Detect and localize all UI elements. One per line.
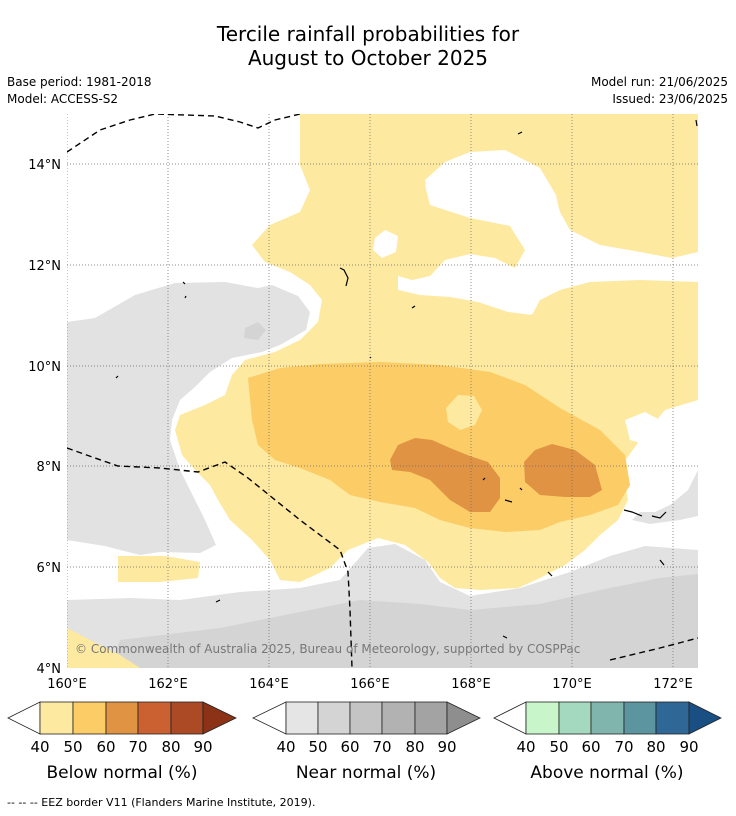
colorbar-below-normal — [7, 701, 237, 735]
eez-border-note: -- -- -- EEZ border V11 (Flanders Marine… — [7, 796, 316, 809]
lon-label-168e: 168°E — [451, 677, 491, 692]
lon-label-162e: 162°E — [148, 677, 188, 692]
colorbar-below-title: Below normal (%) — [47, 763, 198, 783]
below-tick-90: 90 — [193, 738, 212, 756]
graticule — [67, 114, 698, 668]
colorbar-near-swatch-5 — [414, 701, 448, 735]
near-tick-90: 90 — [437, 738, 456, 756]
lat-label-12n: 12°N — [28, 259, 61, 274]
title-line-2: August to October 2025 — [247, 46, 489, 70]
above-tick-80: 80 — [646, 738, 665, 756]
colorbar-below-max-arrow — [202, 701, 237, 735]
colorbar-below-swatch-4 — [137, 701, 172, 735]
colorbar-above-min-arrow — [493, 701, 527, 735]
colorbar-above-swatch-2 — [558, 701, 592, 735]
colorbar-near-title: Near normal (%) — [296, 763, 436, 783]
below-tick-70: 70 — [128, 738, 147, 756]
colorbar-below-ticks: 40 50 60 70 80 90 — [30, 738, 212, 756]
colorbar-below-min-arrow — [7, 701, 41, 735]
model-label: Model: ACCESS-S2 — [7, 92, 119, 106]
lat-label-10n: 10°N — [28, 360, 61, 375]
no-signal-patch-north — [425, 150, 560, 230]
longitude-labels: 160°E 162°E 164°E 166°E 168°E 170°E 172°… — [47, 677, 693, 692]
lat-label-14n: 14°N — [28, 158, 61, 173]
near-tick-50: 50 — [308, 738, 327, 756]
map-area: © Commonwealth of Australia 2025, Bureau… — [67, 114, 698, 668]
above-tick-40: 40 — [516, 738, 535, 756]
colorbar-above-max-arrow — [688, 701, 722, 735]
lon-label-164e: 164°E — [249, 677, 289, 692]
no-signal-patch-east — [625, 412, 665, 446]
colorbar-near-normal — [252, 701, 481, 735]
below-tick-60: 60 — [96, 738, 115, 756]
lat-label-8n: 8°N — [37, 460, 62, 475]
near-tick-70: 70 — [372, 738, 391, 756]
above-tick-50: 50 — [549, 738, 568, 756]
model-run-label: Model run: 21/06/2025 — [590, 75, 728, 89]
issued-label: Issued: 23/06/2025 — [612, 92, 728, 106]
lat-label-4n: 4°N — [37, 662, 62, 677]
lon-label-172e: 172°E — [653, 677, 693, 692]
near-tick-60: 60 — [340, 738, 359, 756]
colorbar-above-normal — [493, 701, 722, 735]
chart-title: Tercile rainfall probabilities for Augus… — [0, 22, 736, 70]
above-tick-90: 90 — [679, 738, 698, 756]
near-normal-50-patch-south — [110, 574, 698, 668]
near-tick-40: 40 — [276, 738, 295, 756]
lon-label-170e: 170°E — [552, 677, 592, 692]
colorbar-below-swatch-2 — [72, 701, 107, 735]
below-normal-50-hole — [446, 395, 482, 430]
colorbar-near-max-arrow — [446, 701, 481, 735]
colorbar-near-swatch-3 — [349, 701, 383, 735]
meta-right: Model run: 21/06/2025 Issued: 23/06/2025 — [591, 74, 728, 108]
near-normal-region-east-lower — [632, 470, 698, 524]
near-normal-50-patch-west — [244, 322, 266, 340]
near-tick-80: 80 — [405, 738, 424, 756]
copyright-text: © Commonwealth of Australia 2025, Bureau… — [75, 642, 580, 656]
colorbar-below-swatch-3 — [105, 701, 139, 735]
colorbar-near-swatch-4 — [381, 701, 416, 735]
colorbar-below-swatch-1 — [39, 701, 74, 735]
above-tick-70: 70 — [614, 738, 633, 756]
near-normal-region-west — [67, 282, 310, 555]
lon-label-166e: 166°E — [350, 677, 390, 692]
colorbar-above-title: Above normal (%) — [530, 763, 683, 783]
below-normal-40-patch-corner — [67, 628, 140, 668]
colorbar-near-swatch-2 — [317, 701, 351, 735]
colorbar-near-min-arrow — [252, 701, 287, 735]
below-normal-40-patch-southwest — [118, 556, 200, 582]
colorbar-above-swatch-5 — [655, 701, 690, 735]
base-period-label: Base period: 1981-2018 — [7, 75, 152, 89]
latitude-labels: 14°N 12°N 10°N 8°N 6°N 4°N — [28, 158, 61, 677]
meta-left: Base period: 1981-2018 Model: ACCESS-S2 — [7, 74, 152, 108]
eez-borders — [67, 114, 698, 668]
above-tick-60: 60 — [581, 738, 600, 756]
colorbar-above-swatch-4 — [623, 701, 657, 735]
no-signal-patch-small — [373, 230, 398, 258]
colorbar-above-ticks: 40 50 60 70 80 90 — [516, 738, 698, 756]
lat-label-6n: 6°N — [37, 561, 62, 576]
colorbar-above-swatch-3 — [590, 701, 625, 735]
lon-label-160e: 160°E — [47, 677, 87, 692]
below-tick-50: 50 — [63, 738, 82, 756]
title-line-1: Tercile rainfall probabilities for — [216, 22, 520, 46]
below-tick-40: 40 — [30, 738, 49, 756]
colorbar-below-swatch-5 — [170, 701, 204, 735]
colorbar-above-swatch-1 — [525, 701, 560, 735]
islands — [115, 119, 698, 639]
below-tick-80: 80 — [161, 738, 180, 756]
below-normal-60-region-east — [524, 444, 602, 497]
below-normal-60-region-west — [390, 438, 500, 512]
colorbar-near-swatch-1 — [285, 701, 319, 735]
colorbar-near-ticks: 40 50 60 70 80 90 — [276, 738, 456, 756]
